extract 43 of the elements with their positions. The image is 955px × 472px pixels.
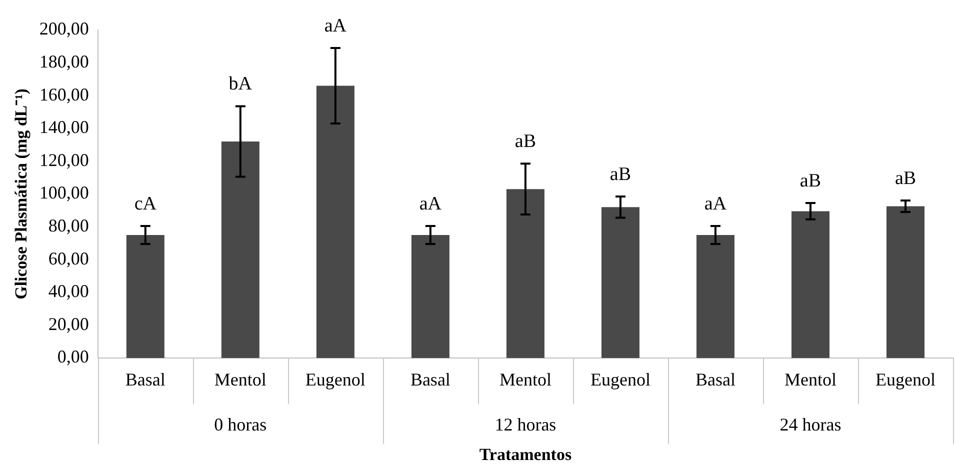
x-tick-label: Basal xyxy=(410,370,450,390)
y-tick-label: 0,00 xyxy=(57,346,89,367)
y-tick-label: 100,00 xyxy=(39,182,89,203)
data-label: aA xyxy=(704,193,727,214)
bar xyxy=(886,206,924,358)
data-label: aA xyxy=(419,193,442,214)
bar xyxy=(601,207,640,358)
x-tick-label: Mentol xyxy=(784,370,836,390)
data-label: aB xyxy=(894,168,916,190)
x-axis-title: Tratamentos xyxy=(479,445,572,464)
x-tick-label: Eugenol xyxy=(875,370,936,390)
y-tick-label: 60,00 xyxy=(48,248,89,268)
x-tick-label: Mentol xyxy=(214,370,266,390)
y-tick-label: 40,00 xyxy=(48,281,89,302)
bar xyxy=(126,235,164,358)
x-tick-label: Basal xyxy=(695,370,736,390)
text: 12 horas xyxy=(494,414,556,435)
y-tick-label: 180,00 xyxy=(39,52,89,72)
x-tick-label: Eugenol xyxy=(305,370,366,390)
bar xyxy=(696,235,734,358)
y-tick-label: 80,00 xyxy=(48,216,89,236)
bar xyxy=(791,211,830,358)
y-tick-label: 140,00 xyxy=(39,117,89,138)
y-tick-label: 20,00 xyxy=(48,314,89,334)
y-axis-title: Glicose Plasmática (mg dL⁻¹) xyxy=(12,88,31,300)
bar xyxy=(221,142,260,358)
data-label: cA xyxy=(134,193,157,214)
x-tick-label: Mentol xyxy=(499,370,552,390)
data-label: bA xyxy=(228,74,252,95)
bar xyxy=(316,86,354,358)
text: 24 horas xyxy=(780,414,842,435)
bar xyxy=(411,235,450,358)
data-label: aB xyxy=(514,131,536,152)
y-tick-label: 160,00 xyxy=(39,84,89,104)
data-label: aB xyxy=(800,170,822,192)
y-tick-label: 120,00 xyxy=(39,150,89,170)
y-tick-label: 200,00 xyxy=(39,18,89,39)
x-tick-label: Basal xyxy=(125,370,166,390)
text: 0 horas xyxy=(214,414,267,435)
data-label: aA xyxy=(324,16,347,37)
x-tick-label: Eugenol xyxy=(590,370,650,390)
data-label: aB xyxy=(610,164,632,185)
bar xyxy=(506,189,544,358)
